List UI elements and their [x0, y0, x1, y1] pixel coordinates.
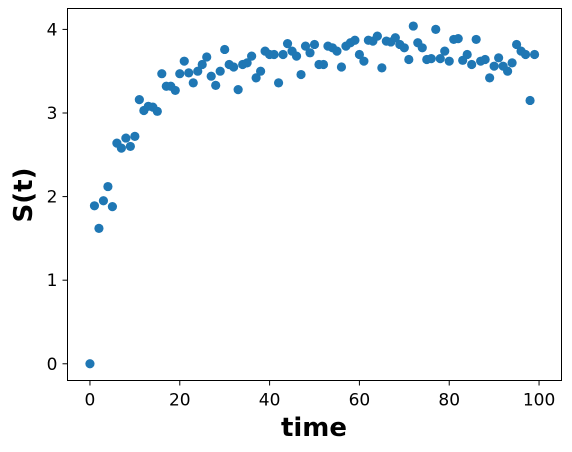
x-tick-label: 80: [438, 391, 460, 411]
data-point: [130, 131, 140, 141]
data-point: [480, 54, 490, 65]
data-point: [233, 84, 243, 95]
data-point: [350, 35, 360, 45]
data-point: [300, 41, 311, 51]
data-point: [408, 21, 418, 31]
data-point: [507, 58, 517, 68]
data-point: [193, 66, 203, 76]
data-point: [116, 143, 126, 153]
data-point: [525, 95, 535, 106]
data-point: [305, 48, 315, 58]
data-point: [453, 33, 463, 44]
data-point: [426, 54, 436, 64]
data-point: [462, 49, 472, 60]
data-point: [184, 68, 194, 78]
x-tick-label: 40: [259, 391, 281, 411]
y-tick-label: 1: [47, 271, 58, 291]
data-point: [251, 73, 261, 83]
data-point: [309, 39, 320, 50]
x-axis-ticks: 0 20 40 60 80 100: [85, 380, 555, 411]
data-point: [494, 53, 504, 63]
data-point: [202, 52, 212, 62]
data-point: [489, 61, 499, 71]
data-point: [444, 56, 454, 66]
data-point: [318, 59, 329, 70]
data-point: [467, 59, 477, 70]
data-point: [435, 54, 445, 64]
data-point: [390, 33, 400, 43]
data-point: [220, 44, 230, 55]
data-point: [417, 43, 427, 53]
data-point: [269, 49, 279, 60]
data-point: [170, 85, 180, 96]
data-point: [273, 78, 284, 88]
x-tick-label: 20: [169, 391, 191, 411]
data-point: [296, 69, 306, 80]
y-tick-label: 2: [47, 188, 58, 208]
data-point: [377, 63, 387, 73]
data-point: [336, 62, 347, 72]
y-tick-label: 0: [47, 355, 58, 375]
x-tick-label: 100: [523, 391, 555, 411]
data-point: [247, 51, 257, 61]
data-point: [229, 62, 239, 72]
data-point: [372, 31, 382, 41]
y-axis-label: S(t): [9, 168, 39, 223]
data-point: [98, 196, 109, 206]
data-point: [188, 78, 198, 88]
data-point: [121, 133, 131, 143]
data-point: [152, 106, 162, 116]
x-tick-label: 60: [349, 391, 371, 411]
data-point: [404, 54, 414, 65]
data-point: [157, 69, 167, 79]
data-point: [125, 141, 135, 152]
data-point: [431, 24, 441, 34]
data-point: [485, 73, 495, 83]
data-point: [256, 66, 266, 76]
x-tick-label: 0: [85, 391, 96, 411]
data-point: [354, 49, 365, 60]
data-point: [471, 34, 481, 45]
data-point: [179, 56, 189, 66]
data-point: [291, 51, 302, 61]
y-tick-label: 4: [47, 20, 58, 40]
data-point: [529, 49, 540, 60]
data-point: [215, 66, 225, 76]
data-point: [94, 223, 104, 233]
data-point: [282, 39, 293, 49]
data-point: [278, 49, 288, 60]
data-point: [206, 71, 216, 81]
x-axis-label: time: [281, 413, 347, 443]
data-point: [399, 43, 409, 53]
data-point: [107, 202, 118, 212]
y-tick-label: 3: [47, 104, 58, 124]
data-point: [85, 359, 95, 369]
data-point: [503, 66, 513, 76]
data-point: [520, 49, 531, 60]
data-point: [211, 80, 221, 91]
data-point: [134, 95, 144, 105]
data-point: [242, 58, 252, 68]
data-point: [175, 69, 185, 79]
data-points: [85, 21, 540, 369]
plot-frame: [67, 8, 562, 381]
data-point: [359, 56, 369, 66]
data-point: [89, 201, 100, 211]
data-point: [332, 46, 342, 56]
data-point: [197, 59, 207, 70]
data-point: [103, 181, 113, 192]
data-point: [440, 46, 450, 56]
y-axis-ticks: 0 1 2 3 4: [47, 20, 68, 375]
data-point: [511, 39, 522, 50]
